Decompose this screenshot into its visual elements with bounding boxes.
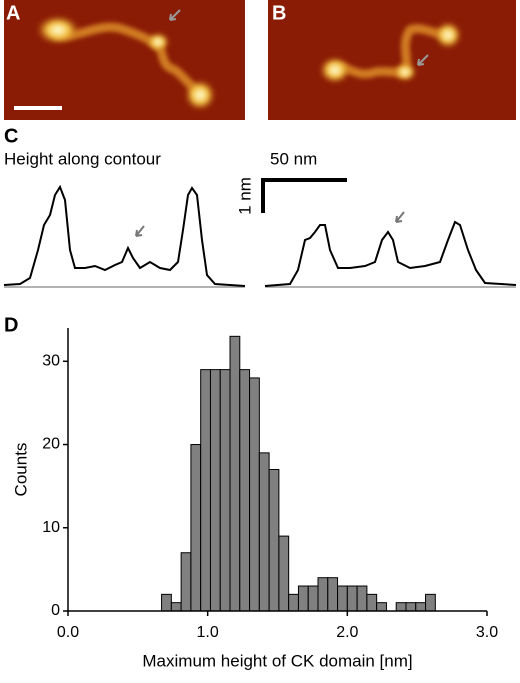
bar [366, 593, 378, 612]
bar [268, 469, 280, 612]
bar [278, 535, 290, 612]
bar [327, 577, 339, 612]
y-tick-label: 20 [42, 436, 60, 453]
x-tick-label: 2.0 [336, 624, 358, 641]
afm-image-b [268, 0, 516, 120]
bar [190, 444, 202, 612]
bar [161, 593, 172, 612]
x-tick-label: 0.0 [57, 624, 79, 641]
panel-label: D [4, 314, 18, 336]
bar [337, 585, 348, 612]
bar [307, 585, 319, 612]
panel-label: C [4, 125, 18, 147]
bar [239, 369, 251, 612]
bar [317, 577, 329, 612]
scale-bar-label: 1 nm [235, 177, 254, 215]
y-tick-label: 0 [51, 602, 60, 619]
x-tick-label: 1.0 [197, 624, 219, 641]
y-axis-label: Counts [11, 443, 30, 497]
bar [415, 602, 427, 612]
bar [209, 369, 221, 612]
bar [219, 369, 231, 612]
bar [376, 602, 387, 612]
bar [200, 369, 211, 612]
bar [425, 593, 436, 612]
bar [356, 585, 368, 612]
bar [249, 377, 260, 612]
y-tick-label: 10 [42, 519, 60, 536]
x-axis-label: Maximum height of CK domain [nm] [142, 651, 412, 670]
afm-image-a [4, 0, 245, 120]
scale-bar-label: 50 nm [270, 149, 317, 168]
bar [346, 585, 358, 612]
panel-label: A [6, 2, 20, 24]
profile-title: Height along contour [4, 149, 161, 168]
scale-bar [261, 178, 347, 213]
bar [288, 593, 299, 612]
y-tick-label: 30 [42, 353, 60, 370]
bar [297, 585, 309, 612]
x-tick-label: 3.0 [476, 624, 498, 641]
bar [170, 602, 182, 612]
bar [395, 602, 407, 612]
bar [405, 602, 417, 612]
panel-label: B [272, 2, 286, 24]
bar [258, 452, 270, 612]
bar [180, 552, 192, 612]
height-profiles [3, 184, 517, 288]
bar [229, 335, 241, 612]
